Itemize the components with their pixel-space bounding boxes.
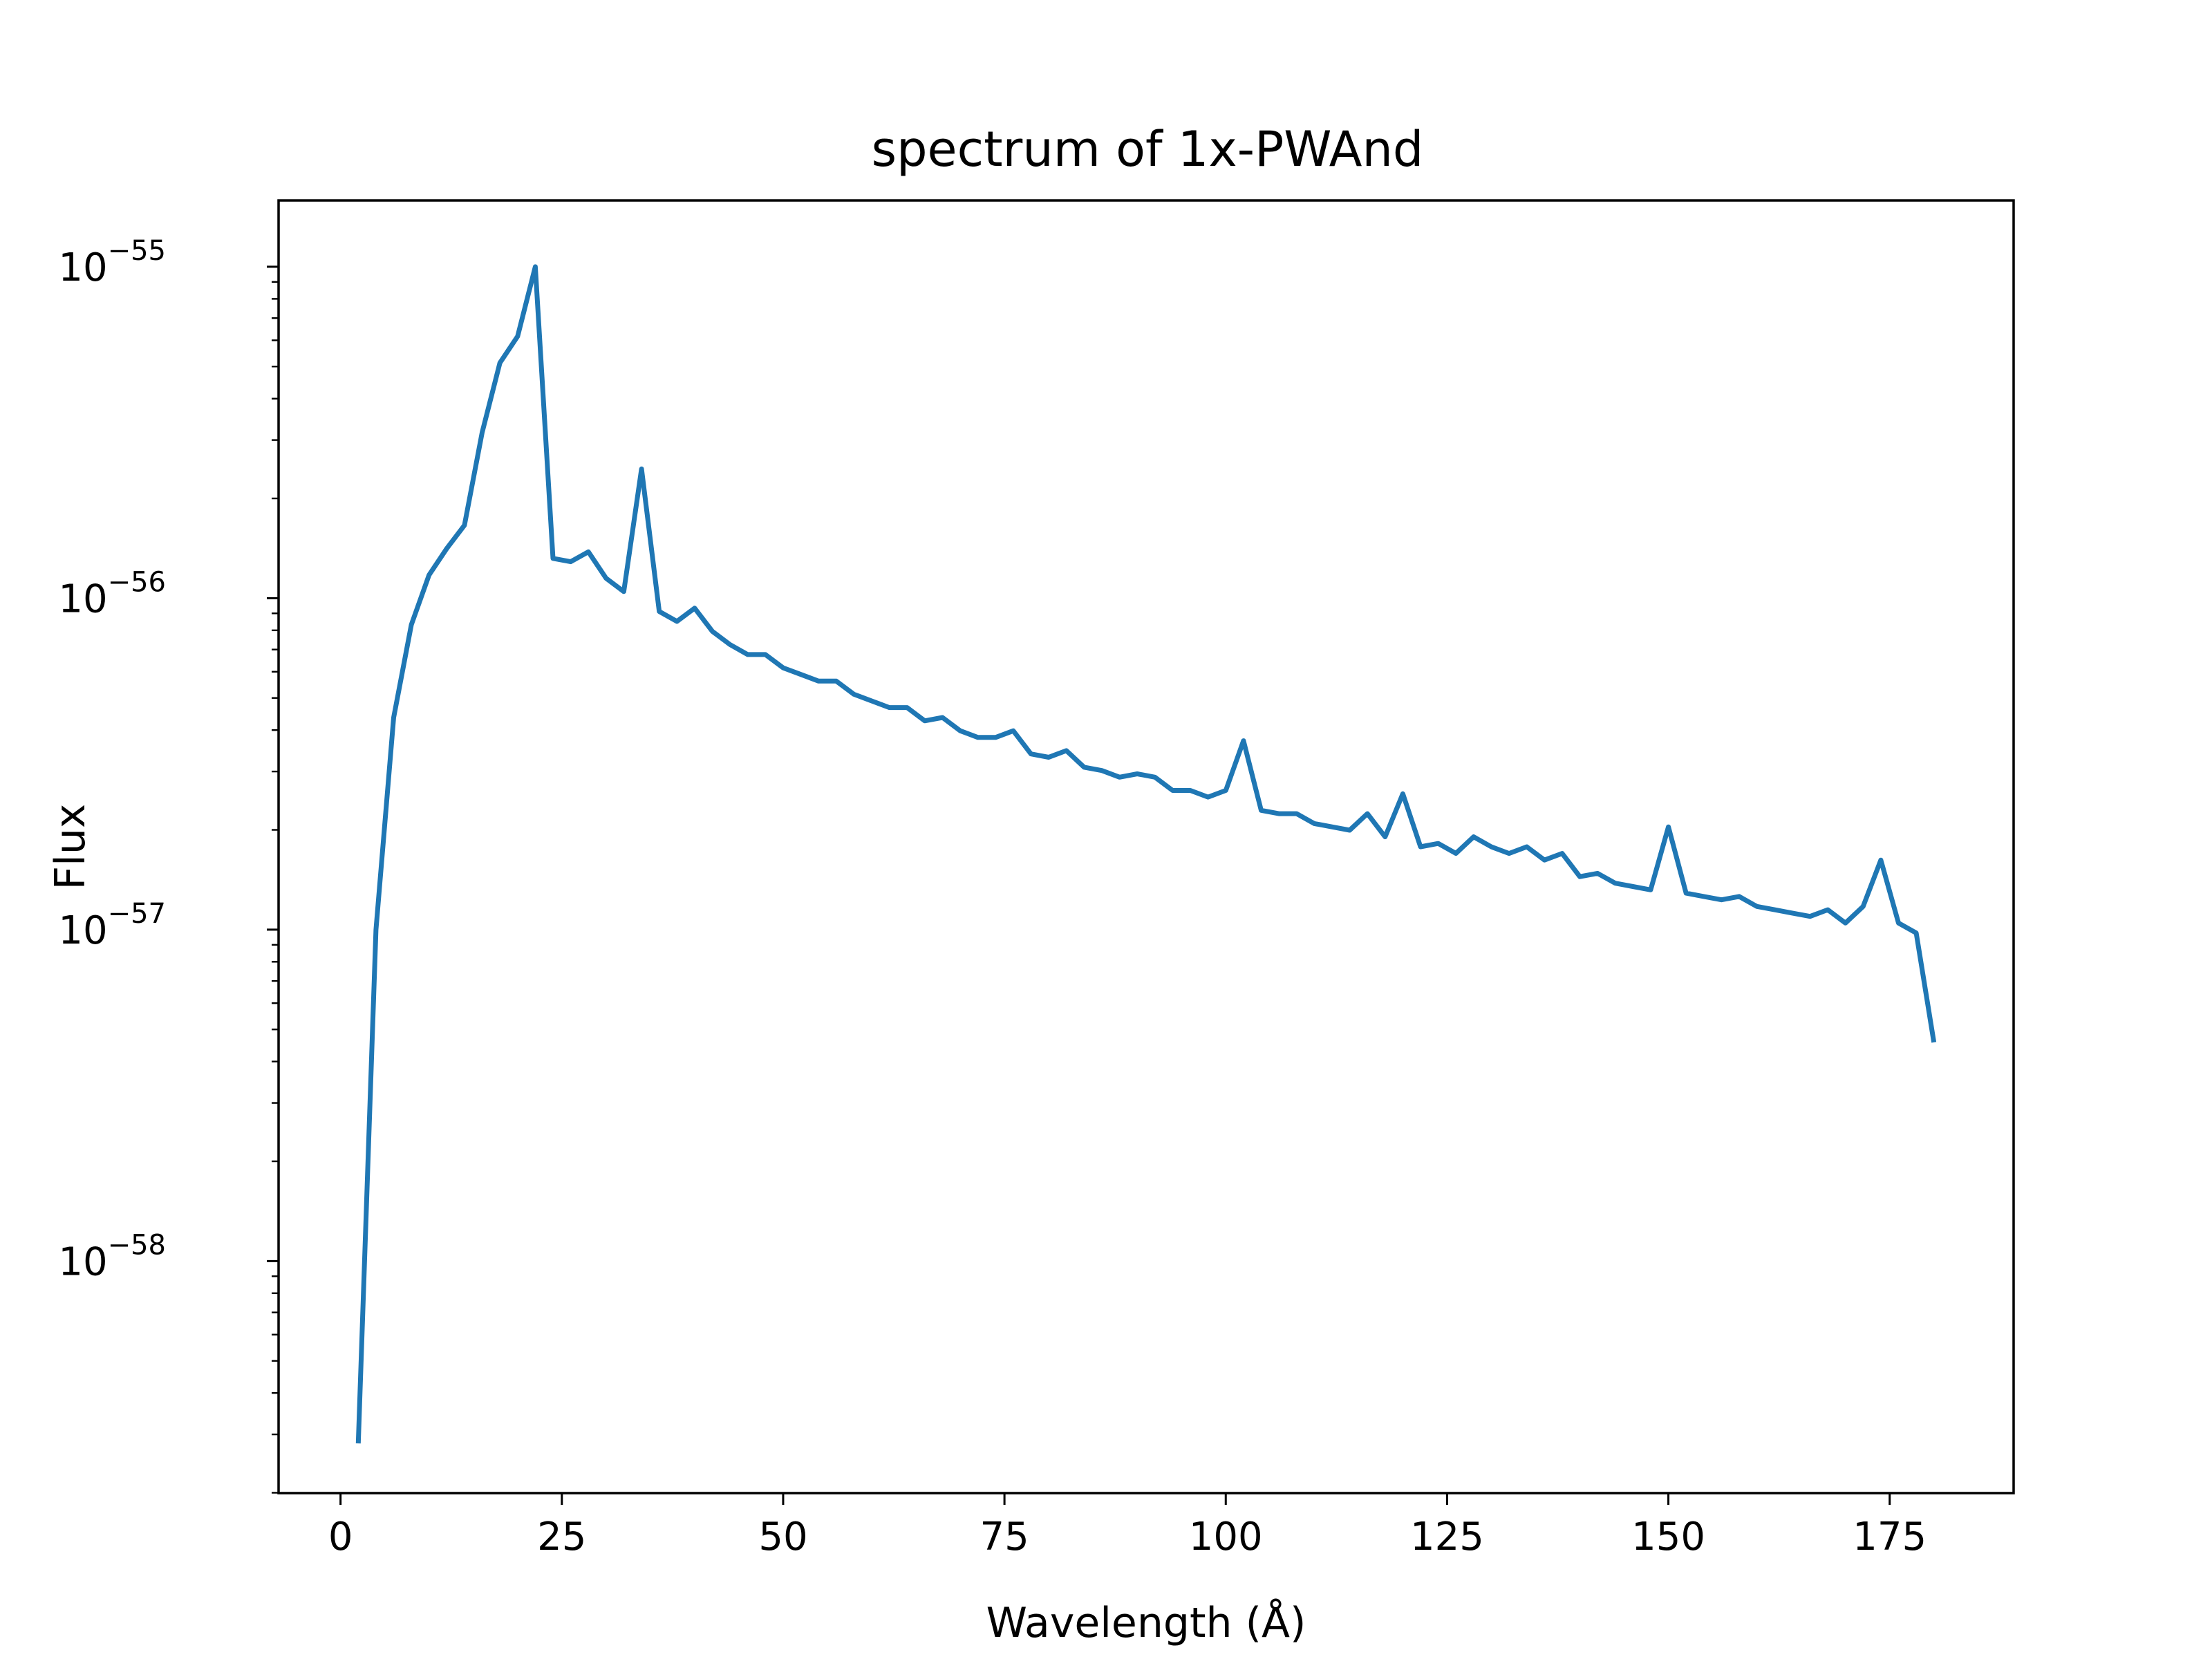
y-tick-label: 10−57 <box>58 898 166 953</box>
x-tick-label: 175 <box>1853 1515 1927 1559</box>
y-tick-base: 10 <box>58 908 107 953</box>
y-tick-exponent: −58 <box>108 1229 166 1261</box>
y-tick-base: 10 <box>58 577 107 621</box>
y-tick-label: 10−56 <box>58 566 166 621</box>
y-tick-label: 10−55 <box>58 235 166 290</box>
y-tick-base: 10 <box>58 1239 107 1284</box>
y-axis-label: Flux <box>46 804 95 890</box>
y-tick-exponent: −57 <box>108 898 166 930</box>
x-axis-label: Wavelength (Å) <box>986 1598 1306 1647</box>
x-axis: 0 25 50 75 100 125 150 175 <box>328 1493 1927 1559</box>
x-tick-label: 75 <box>980 1515 1029 1559</box>
y-tick-label: 10−58 <box>58 1229 166 1284</box>
x-tick-label: 50 <box>758 1515 807 1559</box>
series-line <box>355 264 1937 1444</box>
y-tick-exponent: −56 <box>108 566 166 598</box>
x-tick-label: 125 <box>1410 1515 1484 1559</box>
chart-title: spectrum of 1x-PWAnd <box>872 121 1424 178</box>
x-tick-label: 150 <box>1631 1515 1705 1559</box>
plot-area <box>355 264 1937 1444</box>
x-tick-label: 0 <box>328 1515 353 1559</box>
x-tick-label: 100 <box>1189 1515 1263 1559</box>
x-tick-label: 25 <box>537 1515 586 1559</box>
y-tick-exponent: −55 <box>108 235 166 267</box>
y-tick-base: 10 <box>58 245 107 290</box>
axes-frame <box>277 199 2015 1494</box>
